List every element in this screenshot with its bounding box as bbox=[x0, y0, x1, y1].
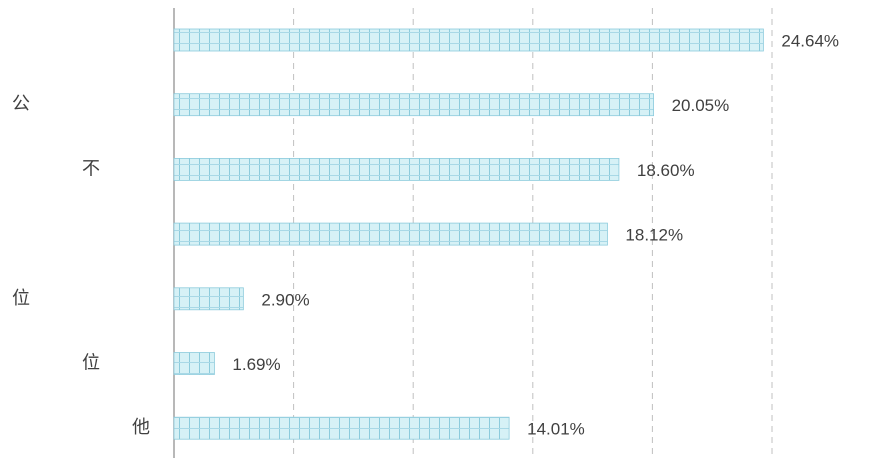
value-label: 18.60% bbox=[637, 161, 695, 180]
value-label: 2.90% bbox=[261, 290, 309, 309]
bar bbox=[173, 352, 215, 375]
value-label: 14.01% bbox=[527, 420, 585, 439]
bar bbox=[173, 416, 510, 440]
y-tick-label: 公 bbox=[12, 94, 30, 115]
bar bbox=[173, 287, 244, 311]
bar bbox=[173, 222, 608, 246]
y-tick-label: 位 bbox=[12, 288, 30, 309]
value-label: 1.69% bbox=[232, 355, 280, 374]
value-label: 20.05% bbox=[672, 96, 730, 115]
y-tick-label: 他 bbox=[132, 417, 150, 438]
y-tick-label: 不 bbox=[82, 158, 100, 179]
value-label: 18.12% bbox=[625, 226, 683, 245]
value-label: 24.64% bbox=[781, 31, 839, 50]
bar bbox=[173, 157, 620, 181]
y-tick-label: 位 bbox=[82, 353, 100, 374]
bar bbox=[173, 28, 764, 52]
bar bbox=[173, 93, 654, 117]
